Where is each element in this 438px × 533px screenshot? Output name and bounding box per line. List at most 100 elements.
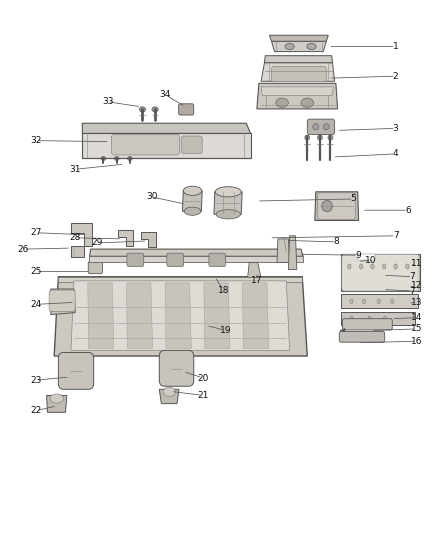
FancyBboxPatch shape [49,290,75,311]
Text: 32: 32 [30,136,42,145]
Text: 5: 5 [351,195,357,204]
Text: 34: 34 [159,90,171,99]
Polygon shape [71,246,85,257]
Text: 1: 1 [393,42,399,51]
Text: 8: 8 [334,237,339,246]
Polygon shape [89,249,303,256]
Text: 14: 14 [411,313,422,322]
FancyBboxPatch shape [181,136,202,154]
Polygon shape [261,87,333,95]
Ellipse shape [328,135,333,140]
Polygon shape [341,311,414,325]
Ellipse shape [114,157,119,160]
FancyBboxPatch shape [127,253,144,266]
Ellipse shape [313,124,319,130]
Polygon shape [71,223,92,246]
FancyBboxPatch shape [58,352,94,389]
Ellipse shape [285,43,294,50]
Ellipse shape [152,107,158,112]
Ellipse shape [350,299,353,304]
Text: 7: 7 [410,272,415,281]
Polygon shape [71,281,290,350]
Polygon shape [204,283,230,349]
Text: 20: 20 [198,374,209,383]
Text: 33: 33 [102,97,113,106]
Polygon shape [54,277,307,356]
Ellipse shape [377,299,380,304]
Ellipse shape [50,394,64,403]
FancyBboxPatch shape [159,350,194,386]
Ellipse shape [276,98,288,107]
Ellipse shape [368,316,371,320]
Text: 13: 13 [411,298,422,307]
Text: 7: 7 [393,231,399,240]
Text: 7: 7 [410,287,415,296]
Text: 19: 19 [219,326,231,335]
Text: 12: 12 [411,281,422,290]
Text: 28: 28 [70,233,81,243]
Polygon shape [315,192,359,221]
Polygon shape [214,192,242,214]
Polygon shape [341,254,420,291]
Text: 15: 15 [411,325,422,334]
Ellipse shape [322,200,332,212]
Polygon shape [118,230,133,246]
Ellipse shape [301,98,314,107]
Ellipse shape [323,124,329,130]
FancyBboxPatch shape [167,253,184,266]
Polygon shape [58,277,302,282]
Ellipse shape [307,43,316,50]
Text: 3: 3 [393,124,399,133]
Polygon shape [243,283,268,349]
Ellipse shape [406,264,409,269]
Ellipse shape [348,264,351,269]
Text: 11: 11 [411,259,422,268]
Text: 16: 16 [411,337,422,346]
Ellipse shape [318,135,322,140]
Text: 27: 27 [30,228,42,237]
Polygon shape [269,35,328,42]
Text: 30: 30 [146,192,158,201]
Ellipse shape [184,207,201,215]
FancyBboxPatch shape [343,319,392,330]
FancyBboxPatch shape [307,119,335,134]
Polygon shape [82,133,251,158]
Text: 22: 22 [31,406,42,415]
FancyBboxPatch shape [272,67,326,82]
Polygon shape [272,42,326,52]
Ellipse shape [371,264,374,269]
Text: 31: 31 [70,165,81,174]
Polygon shape [340,328,345,333]
Text: 4: 4 [393,149,399,158]
Polygon shape [247,262,261,278]
Ellipse shape [391,299,394,304]
Polygon shape [82,123,251,133]
FancyBboxPatch shape [88,261,102,273]
Text: 23: 23 [30,376,42,385]
Polygon shape [141,232,156,247]
Polygon shape [277,239,290,262]
Ellipse shape [382,264,386,269]
Ellipse shape [163,387,176,397]
Text: 24: 24 [31,300,42,309]
Text: 2: 2 [393,71,399,80]
Text: 17: 17 [251,276,263,285]
Ellipse shape [360,264,363,269]
Polygon shape [127,283,152,349]
Polygon shape [182,191,202,211]
Polygon shape [288,236,297,270]
Ellipse shape [350,316,353,320]
FancyBboxPatch shape [339,332,385,342]
Text: 29: 29 [92,238,103,247]
FancyBboxPatch shape [179,104,194,115]
Text: 21: 21 [198,391,209,400]
Ellipse shape [101,157,106,160]
Text: 25: 25 [30,267,42,276]
Polygon shape [257,83,338,109]
Polygon shape [46,395,67,413]
Text: 18: 18 [217,286,229,295]
Polygon shape [341,294,418,309]
Polygon shape [159,389,179,403]
Ellipse shape [215,187,241,197]
Ellipse shape [216,209,240,219]
